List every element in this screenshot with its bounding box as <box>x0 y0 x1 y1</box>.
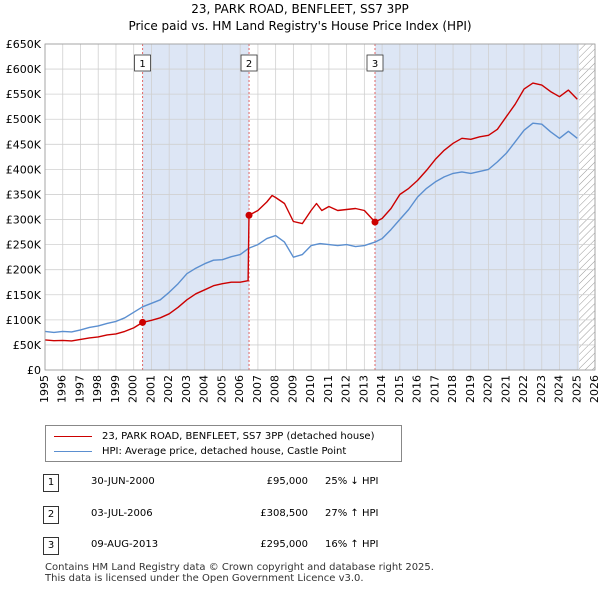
x-tick-label: 2004 <box>198 375 211 403</box>
y-tick-label: £600K <box>6 63 42 76</box>
legend-item-hpi: HPI: Average price, detached house, Cast… <box>54 444 346 458</box>
x-tick-label: 2016 <box>411 375 424 403</box>
x-tick-label: 2001 <box>144 375 157 403</box>
sale-price: £308,500 <box>260 508 308 519</box>
legend-item-property: 23, PARK ROAD, BENFLEET, SS7 3PP (detach… <box>54 429 375 443</box>
sale-number-badge: 1 <box>43 474 59 492</box>
sale-date: 03-JUL-2006 <box>91 508 153 519</box>
x-tick-label: 2000 <box>127 375 140 403</box>
x-tick-label: 2003 <box>180 375 193 403</box>
y-tick-label: £650K <box>6 38 42 51</box>
sale-marker-box <box>366 54 384 72</box>
y-tick-label: £400K <box>6 163 42 176</box>
x-tick-label: 1996 <box>56 375 69 403</box>
ownership-shade <box>375 44 580 370</box>
y-tick-label: £100K <box>6 314 42 327</box>
property-series-line <box>45 82 578 342</box>
y-tick-label: £200K <box>6 264 42 277</box>
x-tick-label: 2019 <box>464 375 477 403</box>
price-chart: 1 2 3 £0 £50K £100K £150K £200K £250K £300K £350K £… <box>6 38 600 403</box>
sale-number-badge: 2 <box>43 506 59 524</box>
sale-point <box>371 218 379 226</box>
sale-number-badge: 3 <box>43 537 59 555</box>
plot-frame <box>44 43 596 371</box>
legend-label-property: 23, PARK ROAD, BENFLEET, SS7 3PP (detach… <box>102 430 375 442</box>
y-tick-label: £550K <box>6 88 42 101</box>
sale-marker-badge: 2 <box>240 54 258 72</box>
sale-price: £295,000 <box>260 539 308 550</box>
y-tick-label: £50K <box>13 339 42 352</box>
x-tick-label: 2011 <box>322 375 335 403</box>
x-tick-label: 2012 <box>340 375 353 403</box>
x-tick-label: 1995 <box>38 375 51 403</box>
sale-date: 30-JUN-2000 <box>91 476 155 487</box>
y-tick-label: £500K <box>6 113 42 126</box>
y-tick-label: £150K <box>6 289 42 302</box>
chart-subtitle: Price paid vs. HM Land Registry's House … <box>128 19 472 33</box>
future-hatch <box>579 44 595 370</box>
sale-marker-badge: 1 <box>134 54 151 72</box>
legend: 23, PARK ROAD, BENFLEET, SS7 3PP (detach… <box>45 425 402 462</box>
y-tick-label: £450K <box>6 138 42 151</box>
y-tick-label: £300K <box>6 214 42 227</box>
x-tick-label: 2006 <box>233 375 246 403</box>
series-group <box>45 82 578 342</box>
footer-copyright: Contains HM Land Registry data © Crown c… <box>45 562 434 573</box>
sale-date: 09-AUG-2013 <box>91 539 159 550</box>
x-tick-label: 1999 <box>109 375 122 403</box>
sale-hpi-delta: 25% ↓ HPI <box>325 476 379 487</box>
table-row: 3 09-AUG-2013 £295,000 16% ↑ HPI <box>43 537 463 555</box>
x-tick-label: 2013 <box>357 375 370 403</box>
y-tick-label: £250K <box>6 239 42 252</box>
x-tick-label: 2018 <box>446 375 459 403</box>
sale-hpi-delta: 16% ↑ HPI <box>325 539 379 550</box>
sale-point <box>245 211 253 219</box>
sale-price: £95,000 <box>266 476 308 487</box>
hpi-series-line <box>45 122 578 334</box>
sale-marker-box <box>240 54 258 72</box>
sale-marker-label: 3 <box>372 59 378 70</box>
sale-point <box>139 318 147 326</box>
x-tick-label: 2023 <box>535 375 548 403</box>
legend-swatch-property <box>54 435 92 437</box>
chart-title: 23, PARK ROAD, BENFLEET, SS7 3PP <box>191 2 409 16</box>
x-tick-label: 2009 <box>286 375 299 403</box>
y-tick-label: £0 <box>27 364 41 377</box>
ownership-shade <box>142 44 250 370</box>
x-tick-label: 2007 <box>251 375 264 403</box>
x-tick-label: 2017 <box>428 375 441 403</box>
table-row: 2 03-JUL-2006 £308,500 27% ↑ HPI <box>43 506 463 524</box>
footer: Contains HM Land Registry data © Crown c… <box>45 562 434 584</box>
sale-marker-box <box>134 54 151 72</box>
sale-marker-label: 1 <box>139 59 145 70</box>
legend-swatch-hpi <box>54 450 92 452</box>
x-tick-label: 1998 <box>91 375 104 403</box>
y-tick-label: £350K <box>6 188 42 201</box>
table-row: 1 30-JUN-2000 £95,000 25% ↓ HPI <box>43 474 463 492</box>
x-tick-label: 2010 <box>304 375 317 403</box>
legend-label-hpi: HPI: Average price, detached house, Cast… <box>102 445 347 457</box>
x-tick-label: 2005 <box>215 375 228 403</box>
x-tick-label: 2024 <box>553 375 566 403</box>
x-tick-label: 2020 <box>482 375 495 403</box>
footer-licence: This data is licensed under the Open Gov… <box>45 573 364 584</box>
x-tick-label: 2014 <box>375 375 388 403</box>
x-tick-label: 2026 <box>588 375 600 403</box>
x-tick-label: 2015 <box>393 375 406 403</box>
x-tick-label: 2022 <box>517 375 530 403</box>
sale-marker-label: 2 <box>246 59 252 70</box>
x-tick-label: 2002 <box>162 375 175 403</box>
x-tick-label: 2008 <box>269 375 282 403</box>
sale-marker-badge: 3 <box>366 54 384 72</box>
x-tick-label: 2025 <box>570 375 583 403</box>
x-tick-label: 2021 <box>499 375 512 403</box>
x-tick-label: 1997 <box>73 375 86 403</box>
sale-hpi-delta: 27% ↑ HPI <box>325 508 379 519</box>
